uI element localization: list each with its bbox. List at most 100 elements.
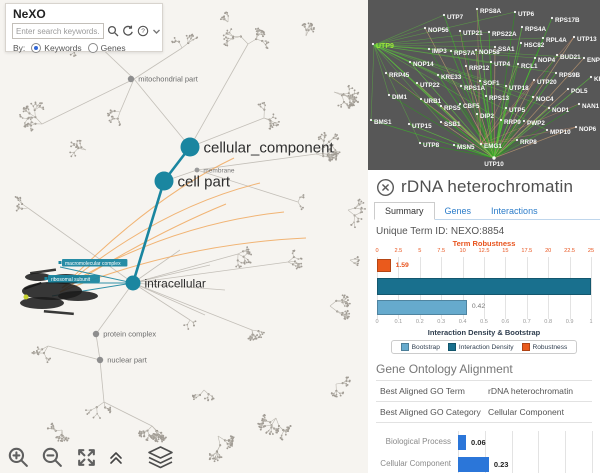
network-node-MPP10[interactable]: MPP10 [550,129,571,136]
tab-genes[interactable]: Genes [444,206,472,216]
tree-node-label-mitochondrial-part[interactable]: mitochondrial part [138,75,199,84]
refresh-icon[interactable] [122,25,134,37]
network-node-UTP8[interactable]: UTP8 [423,142,440,149]
network-node-UTP13[interactable]: UTP13 [577,36,597,43]
network-node-RPS7A[interactable]: RPS7A [454,50,475,57]
network-node-EMG1[interactable]: EMG1 [484,143,502,150]
tree-node-intracellular[interactable] [125,275,141,291]
search-icon[interactable] [107,25,119,37]
keywords-radio-label[interactable]: Keywords [44,43,82,53]
network-node-DIP2[interactable]: DIP2 [480,113,494,120]
network-node-URB1[interactable]: URB1 [424,98,442,105]
network-node-NOP14[interactable]: NOP14 [413,61,434,68]
network-node-UTP18[interactable]: UTP18 [509,85,529,92]
network-node-PWP2[interactable]: PWP2 [527,120,545,127]
by-label: By: [13,43,26,53]
network-node-RPS22A[interactable]: RPS22A [492,31,517,38]
tab-summary[interactable]: Summary [374,202,435,220]
network-node-NAN1[interactable]: NAN1 [582,103,600,110]
network-node-IMP3[interactable]: IMP3 [432,48,447,55]
tree-node-membrane[interactable] [194,167,200,173]
network-node-SSA1[interactable]: SSA1 [498,46,515,53]
network-node-RPS5[interactable]: RPS5 [444,105,461,112]
network-node-ENP1[interactable]: ENP1 [587,57,600,64]
help-icon[interactable]: ? [137,25,149,37]
network-node-RPS13[interactable]: RPS13 [489,95,509,102]
tab-interactions[interactable]: Interactions [491,206,538,216]
legend-swatch [447,343,456,351]
network-node-SOF1[interactable]: SOF1 [483,80,500,87]
network-node-NOC4[interactable]: NOC4 [536,96,554,103]
tree-node-mitochondrial-part[interactable] [127,75,135,83]
layers-icon[interactable] [147,445,174,470]
collapse-up-icon[interactable] [109,450,123,466]
tree-node-label-ribosomal-subunit[interactable]: ribosomal subunit [51,277,91,283]
tree-node-label-nuclear-part[interactable]: nuclear part [107,356,148,365]
network-node-RRP45[interactable]: RRP45 [389,72,410,79]
network-node-UTP6[interactable]: UTP6 [518,11,535,18]
network-node-NOP58[interactable]: NOP58 [479,49,500,56]
network-node-UTP4[interactable]: UTP4 [494,61,511,68]
network-node-UTP15[interactable]: UTP15 [412,123,432,130]
genes-radio[interactable] [87,43,98,53]
network-node-NOP56[interactable]: NOP56 [428,27,449,34]
network-node-RPS8A[interactable]: RPS8A [480,8,501,15]
network-node-DIM1[interactable]: DIM1 [392,94,408,101]
network-node-RCL1[interactable]: RCL1 [521,63,538,70]
network-node-HSC82[interactable]: HSC82 [524,42,545,49]
interaction-network-canvas[interactable]: UTP7 RPS8A UTP6 RPS17B NOP56 UTP21 RPS22A RPS4A… [368,0,600,170]
network-node-NOP4[interactable]: NOP4 [538,57,556,64]
tree-node-nuclear-part[interactable] [96,356,104,364]
network-node-UTP22[interactable]: UTP22 [420,82,440,89]
zoom-out-button[interactable] [41,446,64,469]
network-node-UTP7[interactable]: UTP7 [447,14,464,21]
tree-node-cell-part[interactable] [154,171,174,191]
network-node-SSB1[interactable]: SSB1 [444,121,461,128]
top-axis-tick: 7.5 [437,248,446,254]
network-node-RPS9B[interactable]: RPS9B [559,72,580,79]
network-node-BUD21[interactable]: BUD21 [560,54,581,61]
network-node-NOP6[interactable]: NOP6 [579,126,597,133]
network-node-UTP21[interactable]: UTP21 [463,30,483,37]
close-icon[interactable] [376,178,395,197]
network-node-RRP9[interactable]: RRP9 [504,119,521,126]
tree-node-label-intracellular[interactable]: intracellular [145,276,206,290]
legend-item-robustness[interactable]: Robustness [521,343,567,351]
tree-node-label-membrane[interactable]: membrane [203,167,234,174]
tree-node-cellular-component[interactable] [180,137,200,157]
network-node-UTP9[interactable]: UTP9 [376,43,394,50]
genes-radio-label[interactable]: Genes [100,43,126,53]
keywords-radio[interactable] [31,43,42,53]
tree-node-label-cell-part[interactable]: cell part [178,173,231,190]
zoom-in-button[interactable] [7,446,30,469]
tree-node-ribosomal-subunit[interactable] [48,275,100,283]
fit-view-button[interactable] [75,446,98,469]
network-node-RPS1A[interactable]: RPS1A [464,85,485,92]
category-label: Cellular Component [380,459,451,468]
network-node-KRR1[interactable]: KRR1 [594,76,600,83]
ontology-tree-canvas[interactable]: mitochondrial part cellular_componentmemb… [0,0,368,473]
network-node-RPS4A[interactable]: RPS4A [525,26,546,33]
network-node-RPL4A[interactable]: RPL4A [546,37,567,44]
network-node-RRP8[interactable]: RRP8 [520,139,537,146]
network-node-BMS1[interactable]: BMS1 [374,119,392,126]
search-input[interactable] [12,23,104,39]
network-node-NOP1[interactable]: NOP1 [552,107,570,114]
network-node-MSN5[interactable]: MSN5 [457,144,475,151]
network-node-UTP5[interactable]: UTP5 [509,107,526,114]
tree-node-protein-complex[interactable] [92,330,100,338]
network-node-UTP10[interactable]: UTP10 [484,161,504,168]
chevron-down-icon[interactable] [152,27,161,36]
network-node-RPS17B[interactable]: RPS17B [555,17,580,24]
network-node-KRE33[interactable]: KRE33 [441,74,462,81]
tree-node-label-protein-complex[interactable]: protein complex [103,330,156,339]
network-node-RRP12[interactable]: RRP12 [469,65,490,72]
network-node-POL5[interactable]: POL5 [571,88,588,95]
network-node-UTP20[interactable]: UTP20 [537,79,557,86]
tree-node-macromolecular-complex[interactable] [62,259,128,267]
tree-node-label-cellular-component[interactable]: cellular_component [204,139,335,156]
legend-item-bootstrap[interactable]: Bootstrap [400,343,440,351]
legend-item-interaction-density[interactable]: Interaction Density [447,343,514,351]
network-node-CBF5[interactable]: CBF5 [463,103,480,110]
tree-node-label-macromolecular-complex[interactable]: macromolecular complex [65,261,121,267]
